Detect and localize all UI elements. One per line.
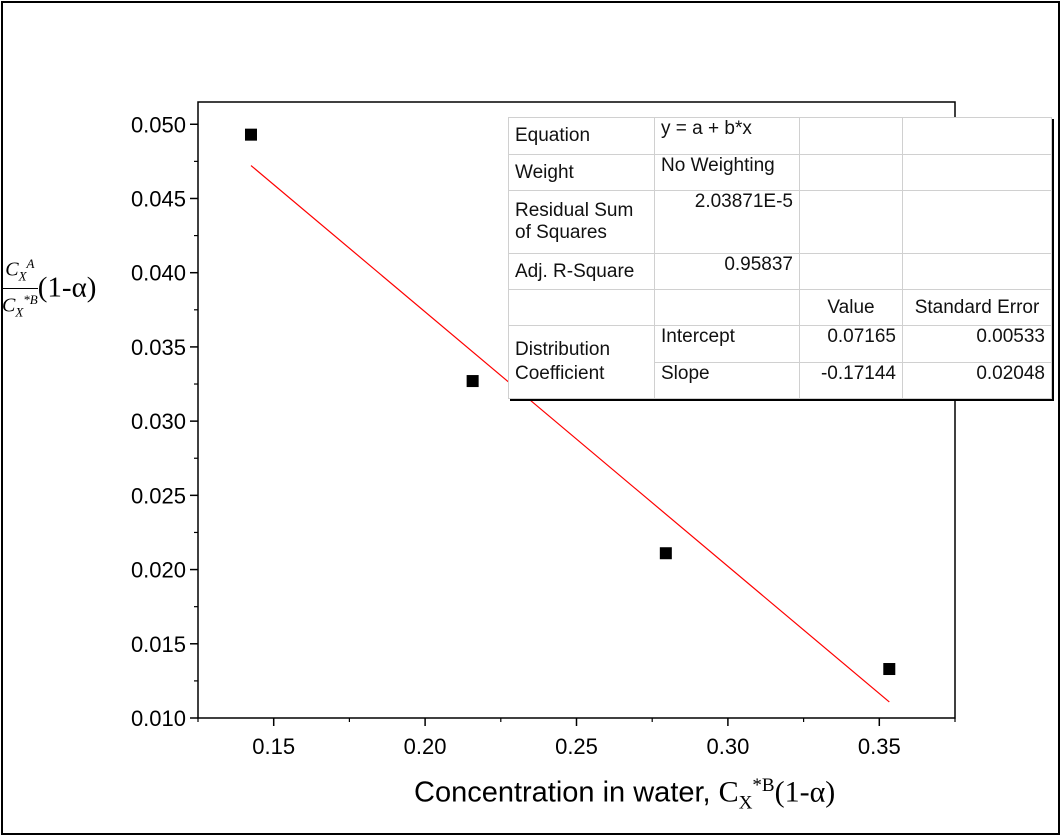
y-tick-label: 0.010: [131, 706, 186, 731]
y-axis-fraction: CXA CX*B: [2, 253, 38, 323]
x-tick-label: 0.15: [252, 734, 295, 759]
x-axis: 0.15 0.20 0.25 0.30 0.35: [197, 718, 956, 759]
y-label-numerator-symbol: C: [5, 258, 19, 281]
equation-label: Equation: [508, 117, 655, 155]
x-axis-label: Concentration in water, CX*B(1-α): [414, 775, 835, 814]
data-point: [466, 375, 479, 388]
data-points: [244, 128, 896, 676]
y-tick-label: 0.050: [131, 112, 186, 137]
y-label-numerator-superscript: A: [26, 256, 35, 271]
y-label-denominator-superscript: *B: [23, 291, 38, 307]
slope-standard-error: 0.02048: [902, 362, 1052, 399]
y-axis-label: CXA CX*B (1-α): [2, 253, 96, 323]
y-tick-label: 0.030: [131, 409, 186, 434]
x-axis-label-superscript: *B: [752, 775, 775, 796]
y-tick-label: 0.045: [131, 186, 186, 211]
x-axis-label-subscript: X: [738, 792, 753, 814]
y-tick-label: 0.035: [131, 335, 186, 360]
y-tick-label: 0.015: [131, 632, 186, 657]
x-tick-label: 0.35: [858, 734, 901, 759]
y-tick-label: 0.025: [131, 483, 186, 508]
y-axis: 0.010 0.015 0.020 0.025 0.030 0.035 0.040 0.045…: [131, 112, 198, 731]
rss-label: Residual Sum of Squares: [508, 190, 655, 254]
equation-value: y = a + b*x: [654, 117, 800, 155]
y-label-numerator-subscript: X: [18, 268, 27, 284]
x-tick-label: 0.30: [706, 734, 749, 759]
data-point: [244, 128, 257, 141]
x-axis-label-symbol: C: [718, 775, 739, 809]
y-axis-label-tail: (1-α): [37, 271, 97, 304]
x-axis-label-text: Concentration in water,: [414, 776, 719, 809]
intercept-standard-error: 0.00533: [902, 325, 1052, 363]
y-label-denominator-symbol: C: [2, 294, 16, 317]
slope-label: Slope: [654, 362, 800, 399]
weight-label: Weight: [508, 154, 655, 191]
fit-results-table: Equation y = a + b*x Weight No Weighting…: [508, 117, 1052, 399]
adj-r-square-label: Adj. R-Square: [508, 253, 655, 290]
y-label-denominator-subscript: X: [15, 304, 24, 320]
standard-error-header: Standard Error: [902, 289, 1052, 326]
fit-line: [250, 165, 890, 703]
intercept-label: Intercept: [654, 325, 800, 363]
weight-value: No Weighting: [654, 154, 800, 191]
y-tick-label: 0.040: [131, 261, 186, 286]
y-tick-label: 0.020: [131, 558, 186, 583]
distribution-coefficient-label: Distribution Coefficient: [508, 325, 655, 399]
x-tick-label: 0.20: [404, 734, 447, 759]
slope-value: -0.17144: [799, 362, 903, 399]
adj-r-square-value: 0.95837: [654, 253, 800, 290]
rss-value: 2.03871E-5: [654, 190, 800, 254]
data-point: [659, 547, 672, 560]
intercept-value: 0.07165: [799, 325, 903, 363]
x-axis-label-tail: (1-α): [774, 775, 836, 809]
x-tick-label: 0.25: [555, 734, 598, 759]
data-point: [883, 663, 896, 676]
value-header: Value: [799, 289, 903, 326]
